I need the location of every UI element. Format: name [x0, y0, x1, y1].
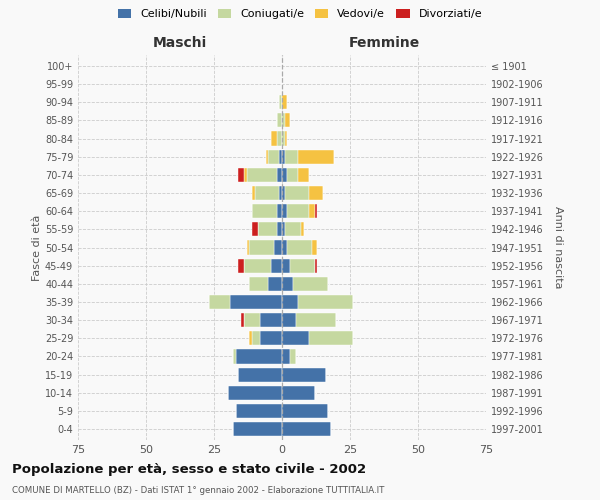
Bar [282, 331, 309, 345]
Bar [250, 240, 274, 254]
Bar [241, 313, 244, 327]
Bar [279, 95, 282, 110]
Bar [233, 422, 282, 436]
Bar [296, 313, 337, 327]
Bar [285, 114, 290, 128]
Bar [252, 186, 255, 200]
Bar [285, 186, 309, 200]
Bar [238, 368, 282, 382]
Bar [282, 186, 285, 200]
Bar [236, 404, 282, 418]
Bar [277, 168, 282, 182]
Bar [277, 204, 282, 218]
Bar [287, 168, 298, 182]
Bar [233, 350, 236, 364]
Bar [255, 186, 279, 200]
Bar [257, 222, 277, 236]
Text: Maschi: Maschi [153, 36, 207, 50]
Bar [268, 150, 279, 164]
Bar [250, 276, 268, 291]
Bar [250, 331, 252, 345]
Bar [285, 132, 287, 145]
Bar [282, 404, 328, 418]
Bar [285, 222, 301, 236]
Bar [260, 313, 282, 327]
Bar [298, 295, 353, 309]
Bar [290, 350, 296, 364]
Bar [282, 350, 290, 364]
Bar [271, 132, 277, 145]
Y-axis label: Fasce di età: Fasce di età [32, 214, 42, 280]
Bar [244, 258, 271, 272]
Bar [282, 313, 296, 327]
Bar [282, 386, 314, 400]
Text: Femmine: Femmine [349, 36, 419, 50]
Bar [290, 258, 314, 272]
Bar [244, 313, 260, 327]
Bar [298, 150, 334, 164]
Text: COMUNE DI MARTELLO (BZ) - Dati ISTAT 1° gennaio 2002 - Elaborazione TUTTITALIA.I: COMUNE DI MARTELLO (BZ) - Dati ISTAT 1° … [12, 486, 385, 495]
Y-axis label: Anni di nascita: Anni di nascita [553, 206, 563, 289]
Bar [282, 258, 290, 272]
Bar [282, 150, 285, 164]
Bar [244, 168, 247, 182]
Bar [266, 150, 268, 164]
Bar [252, 204, 277, 218]
Bar [277, 132, 282, 145]
Bar [279, 150, 282, 164]
Bar [260, 331, 282, 345]
Bar [282, 114, 285, 128]
Bar [282, 132, 285, 145]
Bar [314, 204, 317, 218]
Bar [282, 368, 326, 382]
Bar [282, 222, 285, 236]
Bar [309, 331, 353, 345]
Bar [282, 295, 298, 309]
Bar [282, 168, 287, 182]
Text: Popolazione per età, sesso e stato civile - 2002: Popolazione per età, sesso e stato civil… [12, 462, 366, 475]
Bar [271, 258, 282, 272]
Bar [209, 295, 230, 309]
Bar [282, 276, 293, 291]
Bar [282, 240, 287, 254]
Bar [252, 222, 257, 236]
Bar [314, 258, 317, 272]
Bar [293, 276, 328, 291]
Bar [236, 350, 282, 364]
Bar [247, 168, 277, 182]
Bar [287, 240, 312, 254]
Bar [274, 240, 282, 254]
Bar [298, 168, 309, 182]
Bar [309, 186, 323, 200]
Bar [309, 204, 314, 218]
Bar [227, 386, 282, 400]
Bar [287, 204, 309, 218]
Bar [238, 168, 244, 182]
Bar [230, 295, 282, 309]
Bar [252, 331, 260, 345]
Bar [285, 150, 298, 164]
Legend: Celibi/Nubili, Coniugati/e, Vedovi/e, Divorziati/e: Celibi/Nubili, Coniugati/e, Vedovi/e, Di… [115, 6, 485, 22]
Bar [301, 222, 304, 236]
Bar [277, 114, 282, 128]
Bar [238, 258, 244, 272]
Bar [268, 276, 282, 291]
Bar [282, 95, 287, 110]
Bar [312, 240, 317, 254]
Bar [282, 204, 287, 218]
Bar [282, 422, 331, 436]
Bar [247, 240, 250, 254]
Bar [279, 186, 282, 200]
Bar [277, 222, 282, 236]
